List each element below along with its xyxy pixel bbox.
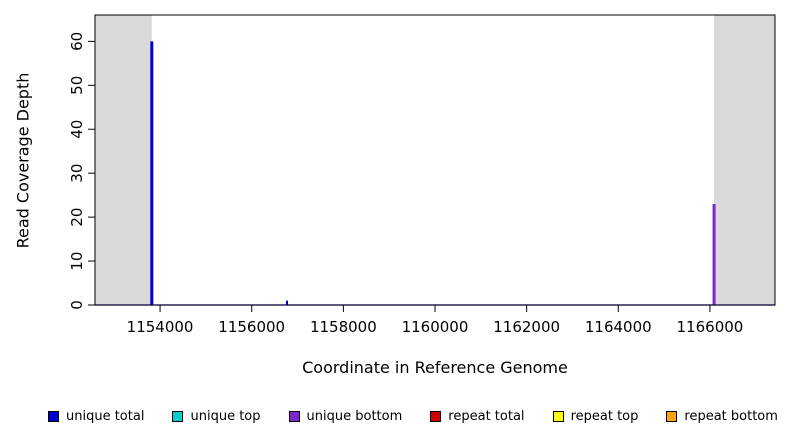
shaded-region	[95, 15, 152, 305]
legend-item-unique-top: unique top	[172, 409, 261, 424]
legend-label-unique-total: unique total	[66, 409, 145, 424]
x-axis-title: Coordinate in Reference Genome	[302, 358, 568, 377]
legend-swatch-unique-top	[172, 411, 184, 422]
legend-item-unique-total: unique total	[48, 409, 144, 424]
y-tick-label: 50	[68, 76, 86, 95]
legend-item-repeat-total: repeat total	[430, 409, 525, 424]
legend-item-repeat-bottom: repeat bottom	[666, 409, 778, 424]
legend-swatch-unique-bottom	[288, 411, 300, 422]
coverage-plot-canvas: 1154000 1156000 1158000 1160000 1162000 11640…	[68, 14, 776, 336]
y-tick-label: 30	[68, 164, 86, 183]
y-axis-title-container: Read Coverage Depth	[0, 15, 46, 305]
legend-swatch-repeat-bottom	[666, 411, 678, 422]
y-tick-label: 0	[68, 300, 86, 310]
shaded-region	[714, 15, 775, 305]
x-tick-label: 1164000	[585, 318, 652, 336]
y-axis-title: Read Coverage Depth	[13, 72, 33, 248]
y-tick-label: 60	[68, 32, 86, 51]
plot-area	[95, 15, 775, 305]
legend-label-unique-top: unique top	[190, 409, 261, 424]
x-tick-label: 1156000	[218, 318, 285, 336]
y-tick-label: 40	[68, 120, 86, 139]
y-tick-label: 10	[68, 252, 86, 271]
legend-item-repeat-top: repeat top	[552, 409, 639, 424]
x-tick-label: 1166000	[677, 318, 744, 336]
legend-label-repeat-total: repeat total	[448, 409, 525, 424]
x-tick-label: 1160000	[402, 318, 469, 336]
legend-swatch-repeat-total	[430, 411, 442, 422]
legend-swatch-unique-total	[48, 411, 59, 422]
x-tick-label: 1162000	[493, 318, 560, 336]
legend-label-repeat-top: repeat top	[570, 409, 639, 424]
y-tick-label: 20	[68, 208, 86, 227]
x-tick-label: 1158000	[310, 318, 377, 336]
legend-label-repeat-bottom: repeat bottom	[684, 409, 778, 424]
legend-label-unique-bottom: unique bottom	[306, 409, 403, 424]
legend-item-unique-bottom: unique bottom	[288, 409, 403, 424]
x-tick-label: 1154000	[127, 318, 194, 336]
legend-swatch-repeat-top	[552, 411, 564, 422]
legend: unique total unique top unique bottom re…	[48, 409, 778, 424]
